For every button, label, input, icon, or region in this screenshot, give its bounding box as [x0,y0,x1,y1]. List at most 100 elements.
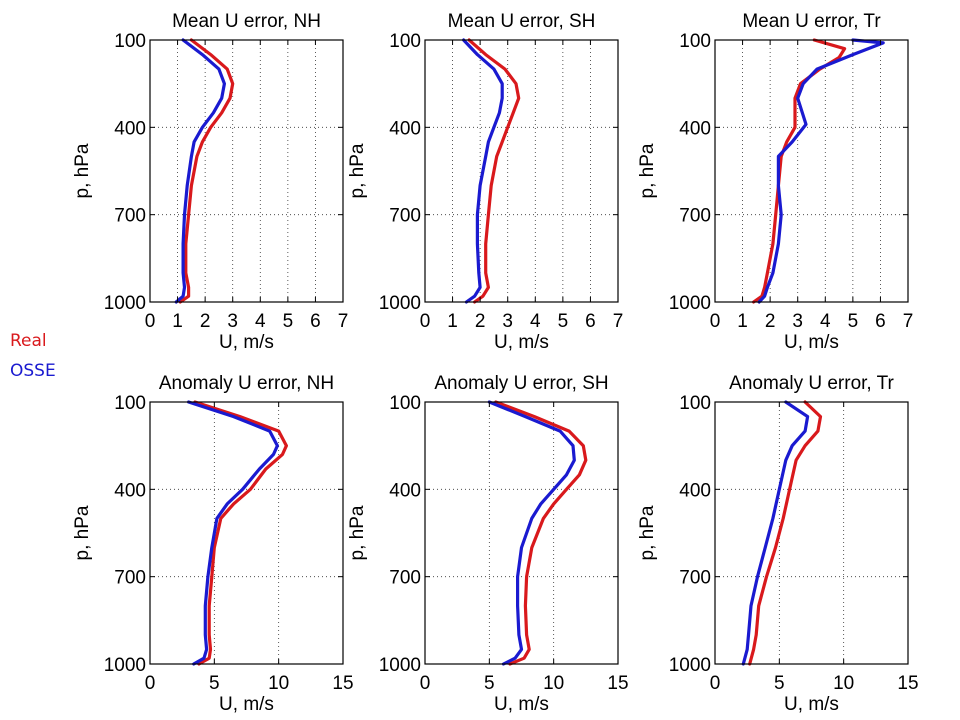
series-line-osse [187,400,279,666]
y-tick-label: 400 [114,118,146,139]
y-tick-label: 400 [389,480,421,501]
x-tick-label: 10 [833,673,854,694]
chart-title: Anomaly U error, Tr [729,373,894,394]
x-tick-label: 3 [792,311,803,332]
y-tick-label: 1000 [379,293,421,314]
y-tick-label: 1000 [104,655,146,676]
x-tick-label: 5 [774,673,785,694]
x-tick-label: 5 [558,311,569,332]
x-axis-label: U, m/s [494,694,549,715]
y-tick-label: 100 [114,393,146,414]
y-tick-label: 100 [679,393,711,414]
x-tick-label: 6 [310,311,321,332]
x-tick-label: 7 [613,311,624,332]
y-tick-label: 400 [679,480,711,501]
y-tick-label: 100 [114,31,146,52]
y-tick-label: 100 [389,393,421,414]
legend-real: Real [10,331,47,351]
x-tick-label: 15 [332,673,353,694]
x-tick-label: 10 [268,673,289,694]
x-tick-label: 1 [737,311,748,332]
y-tick-label: 700 [389,568,421,589]
x-tick-label: 0 [710,673,721,694]
plot-area [425,40,618,302]
series-line-real [467,38,521,304]
chart-panel-6: 0 5 10 15 100 400 700 1000 Anomaly U error, Tr U,… [637,373,919,715]
plot-area [715,40,908,302]
x-tick-label: 1 [447,311,458,332]
y-tick-label: 700 [389,206,421,227]
y-tick-label: 1000 [669,293,711,314]
chart-panel-5: 0 5 10 15 100 400 700 1000 Anomaly U error, SH U,… [347,373,629,715]
x-tick-label: 0 [710,311,721,332]
x-tick-label: 7 [903,311,914,332]
y-axis-label: p, hPa [72,143,93,198]
y-tick-label: 700 [114,568,146,589]
x-tick-label: 3 [227,311,238,332]
x-tick-label: 1 [172,311,183,332]
legend-osse: OSSE [10,361,56,381]
axes-frame [149,39,344,303]
y-tick-label: 100 [679,31,711,52]
series-line-real [494,400,588,666]
axes-frame [714,401,909,665]
x-tick-label: 0 [145,673,156,694]
x-tick-label: 4 [255,311,266,332]
chart-panel-1: 0 1 2 3 4 5 6 7 100 400 700 1000 Mean U error, NH U, … [72,11,348,353]
series-line-real [748,400,823,666]
y-tick-label: 400 [114,480,146,501]
y-axis-label: p, hPa [637,143,658,198]
x-tick-label: 7 [338,311,349,332]
y-tick-label: 1000 [379,655,421,676]
x-axis-label: U, m/s [219,694,274,715]
chart-panel-4: 0 5 10 15 100 400 700 1000 Anomaly U error, NH U,… [72,373,354,715]
x-tick-label: 3 [502,311,513,332]
y-axis-label: p, hPa [347,505,368,560]
y-axis-label: p, hPa [72,505,93,560]
series-line-real [178,38,235,304]
y-tick-label: 700 [679,206,711,227]
x-tick-label: 5 [848,311,859,332]
x-axis-label: U, m/s [784,332,839,353]
legend: Real OSSE [10,326,56,386]
chart-title: Mean U error, NH [172,11,321,32]
x-tick-label: 2 [475,311,486,332]
y-tick-label: 100 [389,31,421,52]
series-line-osse [757,38,885,304]
x-tick-label: 4 [530,311,541,332]
x-tick-label: 6 [585,311,596,332]
x-tick-label: 15 [897,673,918,694]
series-line-osse [462,38,504,304]
chart-title: Anomaly U error, NH [159,373,334,394]
y-tick-label: 700 [679,568,711,589]
axes-frame [149,401,344,665]
x-tick-label: 0 [420,673,431,694]
y-tick-label: 700 [114,206,146,227]
chart-title: Mean U error, Tr [742,11,881,32]
chart-panel-2: 0 1 2 3 4 5 6 7 100 400 700 1000 Mean U error, SH U, … [347,11,623,353]
x-tick-label: 6 [875,311,886,332]
plot-area [425,402,618,664]
plot-area [150,402,343,664]
series-line-osse [487,400,576,666]
y-tick-label: 1000 [669,655,711,676]
axes-frame [714,39,909,303]
plot-area [715,402,908,664]
x-tick-label: 2 [765,311,776,332]
x-axis-label: U, m/s [219,332,274,353]
x-tick-label: 2 [200,311,211,332]
x-axis-label: U, m/s [784,694,839,715]
x-tick-label: 0 [420,311,431,332]
x-tick-label: 5 [209,673,220,694]
y-tick-label: 400 [389,118,421,139]
x-tick-label: 0 [145,311,156,332]
x-tick-label: 10 [543,673,564,694]
x-tick-label: 4 [820,311,831,332]
y-tick-label: 1000 [104,293,146,314]
y-axis-label: p, hPa [347,143,368,198]
series-line-osse [174,38,226,304]
y-tick-label: 400 [679,118,711,139]
axes-frame [424,401,619,665]
chart-title: Anomaly U error, SH [434,373,608,394]
